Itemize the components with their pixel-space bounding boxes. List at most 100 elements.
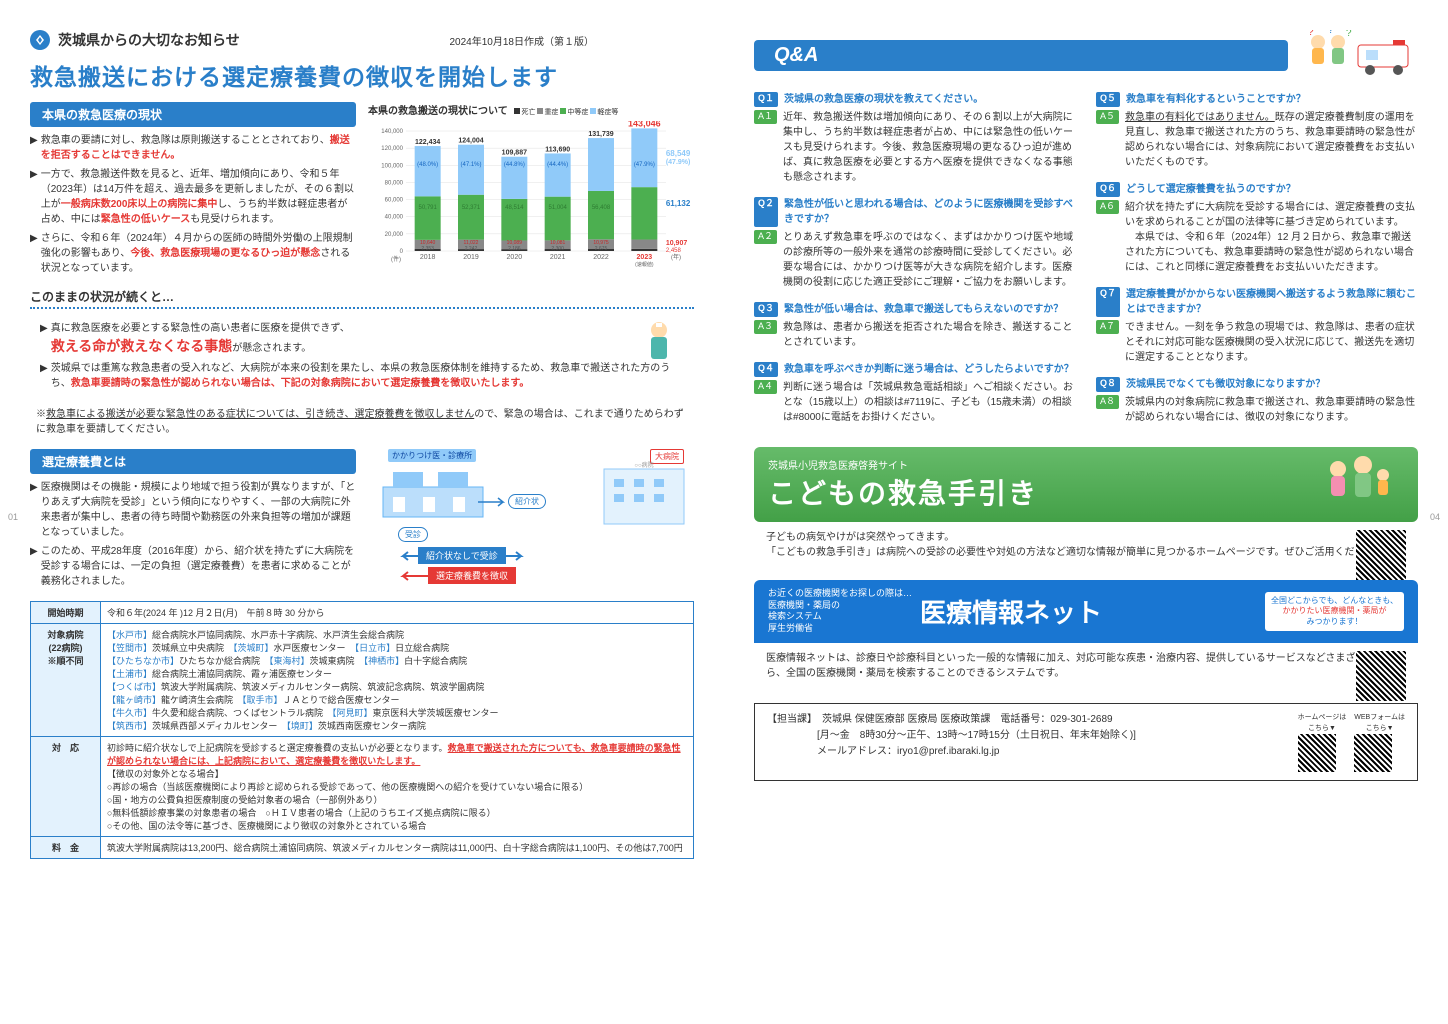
clinic-building-icon xyxy=(378,467,488,522)
referral-label: 紹介状 xyxy=(508,494,546,509)
svg-text:?: ? xyxy=(1308,30,1314,38)
page-number-left: 01 xyxy=(8,512,18,522)
qa-header: Q&A ??? xyxy=(754,30,1418,80)
svg-text:2,458: 2,458 xyxy=(666,248,682,254)
info-table: 開始時期令和６年(2024 年 )12 月２日(月) 午前８時 30 分から対象… xyxy=(30,601,694,859)
svg-text:2018: 2018 xyxy=(420,254,436,261)
page-right: 04 Q&A ??? Q１茨城県の救急医療の現状を教えてください。 A１近年、救… xyxy=(724,0,1448,1024)
header-row: 茨城県からの大切なお知らせ 2024年10月18日作成（第１版） xyxy=(30,30,694,50)
qr-code-icon xyxy=(1298,734,1336,772)
svg-text:○○病院: ○○病院 xyxy=(634,461,653,469)
page-left: 01 茨城県からの大切なお知らせ 2024年10月18日作成（第１版） 救急搬送… xyxy=(0,0,724,1024)
section3-title: 選定療養費とは xyxy=(30,449,356,474)
qa-item: Q７選定療養費がかからない医療機関へ搬送するよう救急隊に頼むことはできますか？ … xyxy=(1096,287,1418,365)
section1-title: 本県の救急医療の現状 xyxy=(30,102,356,127)
svg-text:2022: 2022 xyxy=(593,254,609,261)
promo-green-banner: 茨城県小児救急医療啓発サイト こどもの救急手引き xyxy=(754,447,1418,522)
referral-diagram: かかりつけ医・診療所 大病院 ○○病院 受診 紹介状 紹介状なしで受診 選定療 xyxy=(368,449,694,589)
svg-text:(47.9%): (47.9%) xyxy=(634,162,655,168)
svg-text:120,000: 120,000 xyxy=(381,146,403,152)
svg-text:124,004: 124,004 xyxy=(458,138,483,145)
svg-text:2,186: 2,186 xyxy=(508,246,521,252)
svg-text:(47.1%): (47.1%) xyxy=(460,162,481,168)
svg-text:(48.0%): (48.0%) xyxy=(417,162,438,168)
svg-text:2,353: 2,353 xyxy=(421,246,434,252)
table-row: 開始時期令和６年(2024 年 )12 月２日(月) 午前８時 30 分から xyxy=(31,602,694,624)
svg-text:2020: 2020 xyxy=(507,254,523,261)
qa-columns: Q１茨城県の救急医療の現状を教えてください。 A１近年、救急搬送件数は増加傾向に… xyxy=(754,92,1418,437)
table-row: 対 応初診時に紹介状なしで上記病院を受診すると選定療養費の支払いが必要となります… xyxy=(31,737,694,837)
svg-text:2,242: 2,242 xyxy=(465,246,478,252)
svg-text:56,408: 56,408 xyxy=(592,205,611,211)
svg-text:113,690: 113,690 xyxy=(545,146,570,153)
arrow-right-icon xyxy=(478,497,508,507)
section1-bullets: 救急車の要請に対し、救急隊は原則搬送することとされており、搬送を拒否することはで… xyxy=(30,133,356,276)
qr-code-icon xyxy=(1354,734,1392,772)
page-number-right: 04 xyxy=(1430,512,1440,522)
svg-text:50,791: 50,791 xyxy=(418,205,437,211)
main-title: 救急搬送における選定療養費の徴収を開始します xyxy=(30,58,694,92)
qa-item: Q３緊急性が低い場合は、救急車で搬送してもらえないのですか？ A３救急隊は、患者… xyxy=(754,302,1076,350)
svg-text:80,000: 80,000 xyxy=(385,180,404,186)
qa-column-left: Q１茨城県の救急医療の現状を教えてください。 A１近年、救急搬送件数は増加傾向に… xyxy=(754,92,1076,437)
svg-text:60,000: 60,000 xyxy=(385,198,404,204)
svg-text:2,300: 2,300 xyxy=(551,246,564,252)
svg-text:10,907: 10,907 xyxy=(666,240,688,247)
qa-item: Q６どうして選定療養費を払うのですか？ A６紹介状を持たずに大病院を受診する場合… xyxy=(1096,182,1418,275)
svg-text:2021: 2021 xyxy=(550,254,566,261)
svg-text:20,000: 20,000 xyxy=(385,232,404,238)
qr-code-icon xyxy=(1356,651,1406,701)
svg-text:109,887: 109,887 xyxy=(502,150,527,157)
section2-title: このままの状況が続くと… xyxy=(30,288,694,309)
svg-text:(47.9%): (47.9%) xyxy=(666,159,691,166)
svg-text:48,514: 48,514 xyxy=(505,205,524,211)
nurse-icon xyxy=(634,315,684,365)
contact-qr-group: ホームページはこちら▼ WEBフォームはこちら▼ xyxy=(1298,712,1405,772)
svg-text:100,000: 100,000 xyxy=(381,163,403,169)
prefecture-icon xyxy=(30,30,50,50)
section3-bullets: 医療機関はその機能・規模により地域で担う役割が異なりますが、「とりあえず大病院を… xyxy=(30,480,356,589)
arrow-blue-row: 紹介状なしで受診 xyxy=(398,547,526,564)
section2-note: ※救急車による搬送が必要な緊急性のある症状については、引き続き、選定療養費を徴収… xyxy=(30,401,694,443)
svg-text:?: ? xyxy=(1328,30,1334,36)
qa-title: Q&A xyxy=(754,40,1288,71)
chart-title: 本県の救急搬送の現状について 死亡 重症 中等症 軽症等 xyxy=(368,102,694,117)
hospital-building-icon: ○○病院 xyxy=(594,459,694,529)
svg-text:131,739: 131,739 xyxy=(588,131,613,138)
svg-text:?: ? xyxy=(1346,30,1352,39)
promo-green-subtitle: 茨城県小児救急医療啓発サイト xyxy=(768,457,1404,472)
svg-text:(44.4%): (44.4%) xyxy=(547,162,568,168)
svg-text:(44.8%): (44.8%) xyxy=(504,162,525,168)
svg-text:40,000: 40,000 xyxy=(385,215,404,221)
section2-content: 真に救急医療を必要とする緊急性の高い患者に医療を提供できず、救える命が救えなくな… xyxy=(30,315,694,401)
contact-box: 【担当課】 茨城県 保健医療部 医療局 医療政策課 電話番号：029-301-2… xyxy=(754,703,1418,781)
family-icon xyxy=(1318,455,1398,500)
arrow-red-row: 選定療養費を徴収 xyxy=(398,567,516,584)
visit-label: 受診 xyxy=(398,527,428,542)
svg-text:68,549: 68,549 xyxy=(666,149,691,158)
svg-text:140,000: 140,000 xyxy=(381,129,403,135)
svg-text:61,132: 61,132 xyxy=(666,199,691,208)
qa-item: Q４救急車を呼ぶべきか判断に迷う場合は、どうしたらよいですか？ A４判断に迷う場… xyxy=(754,362,1076,425)
promo-blue-title: 医療情報ネット xyxy=(920,593,1102,630)
table-row: 料 金筑波大学附属病院は13,200円、総合病院土浦協同病院、筑波メディカルセン… xyxy=(31,837,694,859)
svg-text:51,004: 51,004 xyxy=(548,205,567,211)
svg-text:0: 0 xyxy=(400,249,404,255)
svg-text:(速報値): (速報値) xyxy=(635,261,654,268)
qa-item: Q５救急車を有料化するということですか？ A５救急車の有料化ではありません。既存… xyxy=(1096,92,1418,170)
header-subtitle: 茨城県からの大切なお知らせ xyxy=(58,30,240,50)
clinic-label: かかりつけ医・診療所 xyxy=(388,449,476,462)
svg-text:2,675: 2,675 xyxy=(595,246,608,252)
svg-text:52,371: 52,371 xyxy=(462,205,481,211)
qa-item: Q２緊急性が低いと思われる場合は、どのように医療機関を受診すべきですか？ A２と… xyxy=(754,197,1076,290)
promo-green-title: こどもの救急手引き xyxy=(768,472,1404,512)
promo-blue-desc: 医療情報ネットは、診療日や診療科目といった一般的な情報に加え、対応可能な疾患・治… xyxy=(754,643,1418,689)
svg-text:2019: 2019 xyxy=(463,254,479,261)
header-date-version: 2024年10月18日作成（第１版） xyxy=(450,33,595,48)
qa-item: Q８茨城県民でなくても徴収対象になりますか？ A８茨城県内の対象病院に救急車で搬… xyxy=(1096,377,1418,425)
promo-green-desc: 子どもの病気やけがは突然やってきます。「こどもの救急手引き」は病院への受診の必要… xyxy=(754,522,1418,568)
contact-text: 【担当課】 茨城県 保健医療部 医療局 医療政策課 電話番号：029-301-2… xyxy=(767,712,1298,772)
promo-blue-wrap: お近くの医療機関をお探しの際は…医療機関・薬局の検索システム厚生労働省 医療情報… xyxy=(754,580,1418,689)
svg-text:143,046: 143,046 xyxy=(628,121,661,128)
promo-blue-left-text: お近くの医療機関をお探しの際は…医療機関・薬局の検索システム厚生労働省 xyxy=(768,588,912,635)
